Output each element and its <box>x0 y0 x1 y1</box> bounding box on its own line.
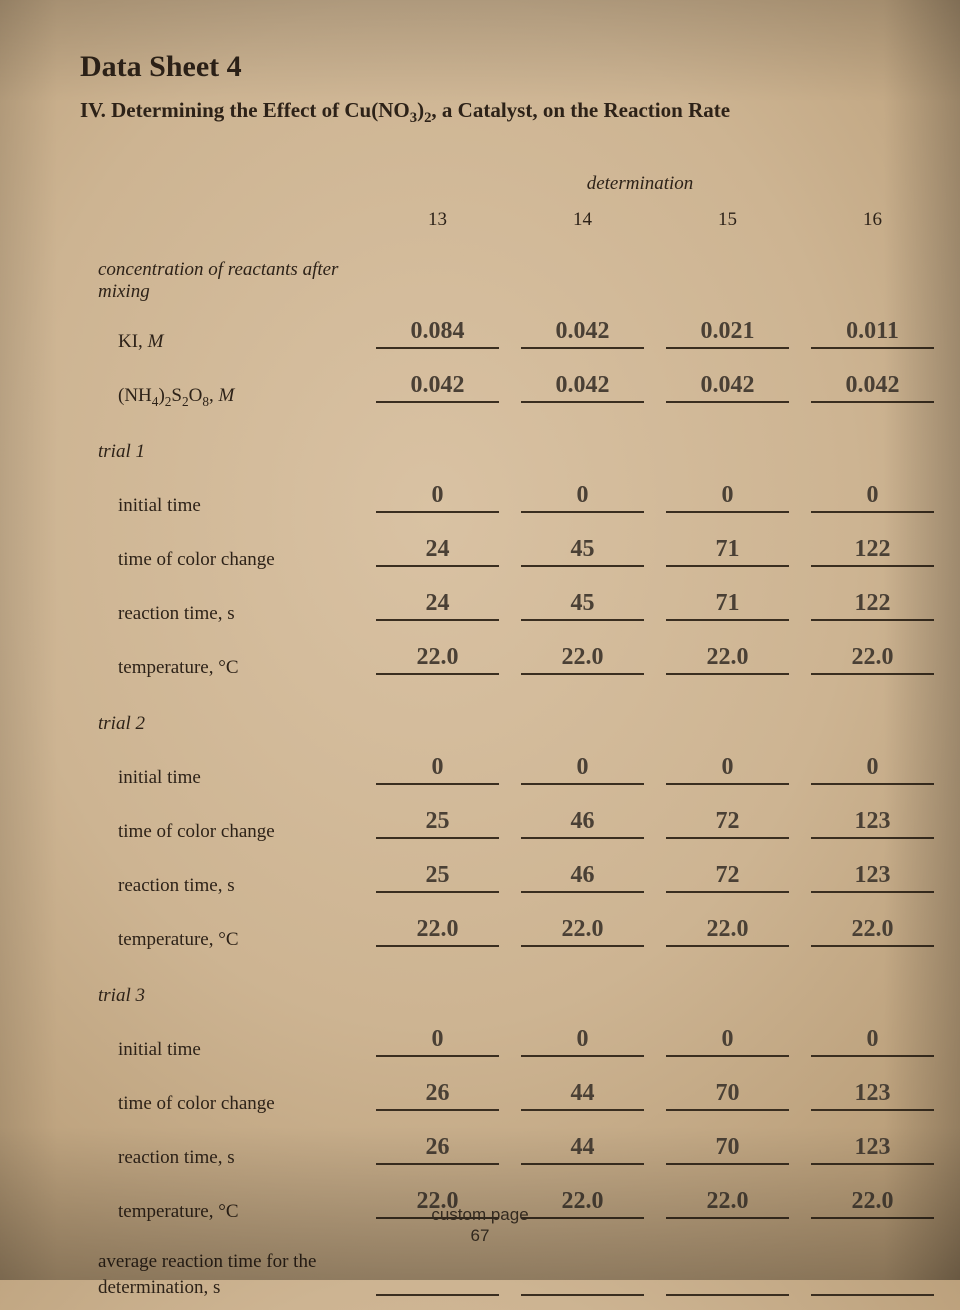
nh4-16: 0.042 <box>811 369 934 403</box>
trial1-label: trial 1 <box>80 417 940 473</box>
t1-temp-16: 22.0 <box>811 641 934 675</box>
ki-15: 0.021 <box>666 315 789 349</box>
footer-line2: 67 <box>0 1226 960 1246</box>
page-footer: custom page 67 <box>0 1205 960 1246</box>
col-13: 13 <box>370 209 505 249</box>
t3-color-14: 44 <box>521 1077 644 1111</box>
t2-color-16: 123 <box>811 805 934 839</box>
t1-rxn-16: 122 <box>811 587 934 621</box>
t2-color-13: 25 <box>376 805 499 839</box>
t3-rxn-15: 70 <box>666 1131 789 1165</box>
sheet-title: Data Sheet 4 <box>80 50 900 84</box>
t1-initial-13: 0 <box>376 479 499 513</box>
t2-initial-16: 0 <box>811 751 934 785</box>
t3-rxn-14: 44 <box>521 1131 644 1165</box>
t2-initial-13: 0 <box>376 751 499 785</box>
t3-initial-16: 0 <box>811 1023 934 1057</box>
t3-rxn-13: 26 <box>376 1131 499 1165</box>
t3-rxn-16: 123 <box>811 1131 934 1165</box>
t1-color-13: 24 <box>376 533 499 567</box>
data-grid: 13 14 15 16 concentration of reactants a… <box>80 209 900 1310</box>
t1-initial-label: initial time <box>80 485 360 527</box>
t2-color-14: 46 <box>521 805 644 839</box>
avg-15 <box>666 1262 789 1296</box>
t1-color-16: 122 <box>811 533 934 567</box>
t1-rxn-14: 45 <box>521 587 644 621</box>
t2-initial-15: 0 <box>666 751 789 785</box>
t2-temp-14: 22.0 <box>521 913 644 947</box>
t1-temp-15: 22.0 <box>666 641 789 675</box>
t2-rxn-14: 46 <box>521 859 644 893</box>
determination-header: determination <box>380 173 900 195</box>
t1-initial-14: 0 <box>521 479 644 513</box>
ki-16: 0.011 <box>811 315 934 349</box>
t3-color-label: time of color change <box>80 1083 360 1125</box>
t1-rxn-label: reaction time, s <box>80 593 360 635</box>
t1-temp-label: temperature, °C <box>80 647 360 689</box>
avg-13 <box>376 1262 499 1296</box>
footer-line1: custom page <box>0 1205 960 1225</box>
t3-initial-label: initial time <box>80 1029 360 1071</box>
t3-color-16: 123 <box>811 1077 934 1111</box>
t2-temp-15: 22.0 <box>666 913 789 947</box>
t2-temp-16: 22.0 <box>811 913 934 947</box>
t1-color-15: 71 <box>666 533 789 567</box>
t2-initial-14: 0 <box>521 751 644 785</box>
col-14: 14 <box>515 209 650 249</box>
t1-rxn-15: 71 <box>666 587 789 621</box>
avg-16 <box>811 1262 934 1296</box>
t2-temp-13: 22.0 <box>376 913 499 947</box>
t1-temp-14: 22.0 <box>521 641 644 675</box>
sheet-subtitle: IV. Determining the Effect of Cu(NO3)2, … <box>80 98 900 123</box>
col-15: 15 <box>660 209 795 249</box>
t3-initial-15: 0 <box>666 1023 789 1057</box>
t2-rxn-16: 123 <box>811 859 934 893</box>
t2-rxn-13: 25 <box>376 859 499 893</box>
t1-temp-13: 22.0 <box>376 641 499 675</box>
t2-color-15: 72 <box>666 805 789 839</box>
trial2-label: trial 2 <box>80 689 940 745</box>
t3-initial-13: 0 <box>376 1023 499 1057</box>
row-nh4-label: (NH4)2S2O8, M <box>80 375 360 417</box>
t1-color-label: time of color change <box>80 539 360 581</box>
t1-rxn-13: 24 <box>376 587 499 621</box>
avg-14 <box>521 1262 644 1296</box>
col-16: 16 <box>805 209 940 249</box>
t1-initial-16: 0 <box>811 479 934 513</box>
t2-rxn-15: 72 <box>666 859 789 893</box>
nh4-13: 0.042 <box>376 369 499 403</box>
ki-13: 0.084 <box>376 315 499 349</box>
t2-rxn-label: reaction time, s <box>80 865 360 907</box>
t1-color-14: 45 <box>521 533 644 567</box>
t3-color-13: 26 <box>376 1077 499 1111</box>
t3-color-15: 70 <box>666 1077 789 1111</box>
t3-rxn-label: reaction time, s <box>80 1137 360 1179</box>
t2-temp-label: temperature, °C <box>80 919 360 961</box>
t1-initial-15: 0 <box>666 479 789 513</box>
ki-14: 0.042 <box>521 315 644 349</box>
t2-color-label: time of color change <box>80 811 360 853</box>
trial3-label: trial 3 <box>80 961 940 1017</box>
nh4-14: 0.042 <box>521 369 644 403</box>
section-concentration: concentration of reactants aftermixing <box>80 249 940 309</box>
nh4-15: 0.042 <box>666 369 789 403</box>
row-ki-label: KI, M <box>80 321 360 363</box>
t2-initial-label: initial time <box>80 757 360 799</box>
t3-initial-14: 0 <box>521 1023 644 1057</box>
